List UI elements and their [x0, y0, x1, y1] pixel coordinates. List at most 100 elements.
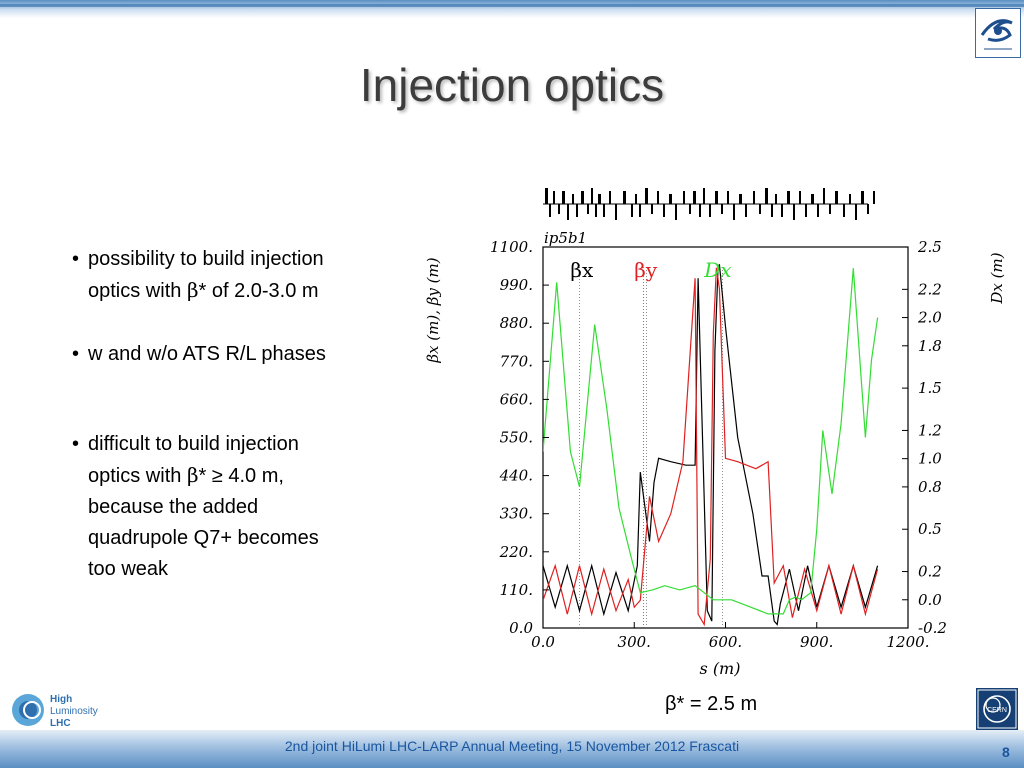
series-line-Dx — [543, 268, 879, 615]
y-right-tick-label: 2.2 — [917, 280, 942, 298]
lattice-magnet — [623, 191, 626, 204]
y-left-tick-label: 550. — [500, 429, 533, 447]
lattice-magnet — [733, 204, 735, 220]
lattice-magnet — [855, 204, 857, 220]
lattice-magnet — [615, 204, 617, 220]
magnet-lattice-strip — [543, 188, 875, 220]
x-tick-label: 1200. — [887, 633, 930, 651]
lattice-magnet — [759, 204, 761, 214]
lattice-magnet — [645, 188, 648, 204]
bottom-decor-band — [0, 730, 1024, 768]
lattice-magnet — [867, 204, 869, 214]
y-left-tick-label: 1100. — [490, 238, 533, 256]
lattice-magnet — [775, 194, 777, 204]
lattice-magnet — [799, 191, 801, 204]
lattice-magnet — [576, 204, 578, 217]
bullet-text: because the added — [88, 496, 259, 518]
lattice-magnet — [771, 204, 773, 217]
lattice-magnet — [843, 204, 845, 217]
beta-star-caption: β* = 2.5 m — [665, 693, 758, 715]
bullet-text: quadrupole Q7+ becomes — [88, 527, 319, 549]
ligne-icon — [975, 8, 1021, 58]
lattice-magnet — [669, 194, 672, 204]
x-axis-label: s (m) — [700, 659, 741, 678]
lattice-magnet — [562, 191, 565, 204]
lattice-magnet — [849, 194, 851, 204]
y-left-tick-label: 220. — [499, 543, 533, 561]
lattice-magnet — [609, 191, 611, 204]
hilumi-logo: High Luminosity LHC — [8, 688, 108, 732]
lattice-magnet — [745, 204, 747, 217]
x-tick-label: 300. — [618, 633, 651, 651]
lattice-magnet — [657, 191, 659, 204]
beta-function-chart: ip5b1 0.0 300. 600. 900. 1200. 0.0 110. 220. 330… — [424, 188, 1006, 678]
footer-text: 2nd joint HiLumi LHC-LARP Annual Meeting… — [284, 738, 740, 754]
bullet-text: * ≥ 4.0 m, — [198, 465, 284, 487]
y-right-tick-label: 1.0 — [918, 450, 942, 468]
y-left-tick-label: 880. — [500, 314, 533, 332]
lattice-magnet — [651, 204, 653, 214]
bullet-text: possibility to build injection — [88, 248, 324, 270]
top-decor-band — [0, 0, 1024, 18]
lattice-magnet — [829, 204, 831, 214]
lattice-magnet — [591, 188, 593, 204]
lattice-magnet — [765, 188, 768, 204]
lattice-magnet — [823, 188, 825, 204]
chart-title: ip5b1 — [544, 229, 587, 247]
y-right-axis-label: Dx (m) — [988, 252, 1006, 304]
lattice-magnet — [709, 204, 711, 217]
y-right-tick-label: 2.5 — [917, 238, 942, 256]
legend-entry: βy — [634, 258, 658, 282]
y-right-tick-label: 0.2 — [918, 563, 942, 581]
y-right-tick-label: 1.5 — [918, 379, 942, 397]
y-left-tick-label: 660. — [500, 390, 533, 408]
y-left-tick-label: 990. — [500, 276, 533, 294]
bullet-text: too weak — [88, 558, 169, 580]
top-decor-line — [0, 4, 1024, 7]
slide-title: Injection optics — [359, 59, 665, 111]
y-right-tick-label: 0.0 — [918, 591, 942, 609]
lattice-magnet — [567, 204, 569, 220]
y-left-tick-label: 330. — [500, 505, 533, 523]
page-number: 8 — [1002, 744, 1010, 760]
lattice-magnet — [715, 191, 718, 204]
lattice-magnet — [693, 191, 696, 204]
lattice-magnet — [598, 194, 601, 204]
lattice-magnet — [683, 191, 685, 204]
lattice-magnet — [558, 204, 560, 214]
plot-border — [542, 246, 909, 629]
y-left-tick-label: 770. — [500, 352, 533, 370]
lattice-magnet — [817, 204, 819, 217]
bullet-text: * of 2.0-3.0 m — [198, 280, 319, 302]
lattice-magnet — [603, 204, 605, 217]
series-line-βx — [543, 264, 879, 626]
lattice-magnet — [587, 204, 589, 214]
lattice-magnet — [787, 191, 790, 204]
lattice-magnet — [545, 188, 548, 204]
lattice-magnet — [873, 191, 875, 204]
lattice-magnet — [739, 194, 742, 204]
lattice-magnet — [595, 204, 597, 217]
bullet-list: possibility to build injection optics wi… — [72, 244, 392, 585]
lattice-magnet — [811, 194, 814, 204]
y-left-tick-label: 0.0 — [509, 619, 533, 637]
y-left-tick-label: 440. — [499, 467, 533, 485]
legend-entry: βx — [570, 258, 594, 282]
bullet-text: w and w/o ATS R/L phases — [88, 343, 326, 365]
tick-labels: 0.0 300. 600. 900. 1200. 0.0 110. 220. 330. 440. 5… — [490, 238, 947, 651]
cern-logo-text: CERN — [987, 707, 1007, 714]
lattice-magnet — [631, 204, 633, 217]
hilumi-logo-text: Luminosity — [50, 706, 98, 717]
hilumi-logo-text: High — [50, 694, 72, 705]
lattice-magnet — [699, 204, 701, 217]
lattice-magnet — [675, 204, 677, 220]
y-right-tick-label: 1.8 — [918, 337, 942, 355]
lattice-magnet — [553, 191, 555, 204]
y-right-tick-label: -0.2 — [918, 619, 947, 637]
lattice-magnet — [721, 204, 723, 214]
hilumi-logo-text: LHC — [50, 718, 71, 729]
beta-symbol: β — [186, 463, 199, 487]
marker-lines — [579, 267, 723, 628]
lattice-magnet — [861, 191, 864, 204]
lattice-magnet — [581, 191, 584, 204]
